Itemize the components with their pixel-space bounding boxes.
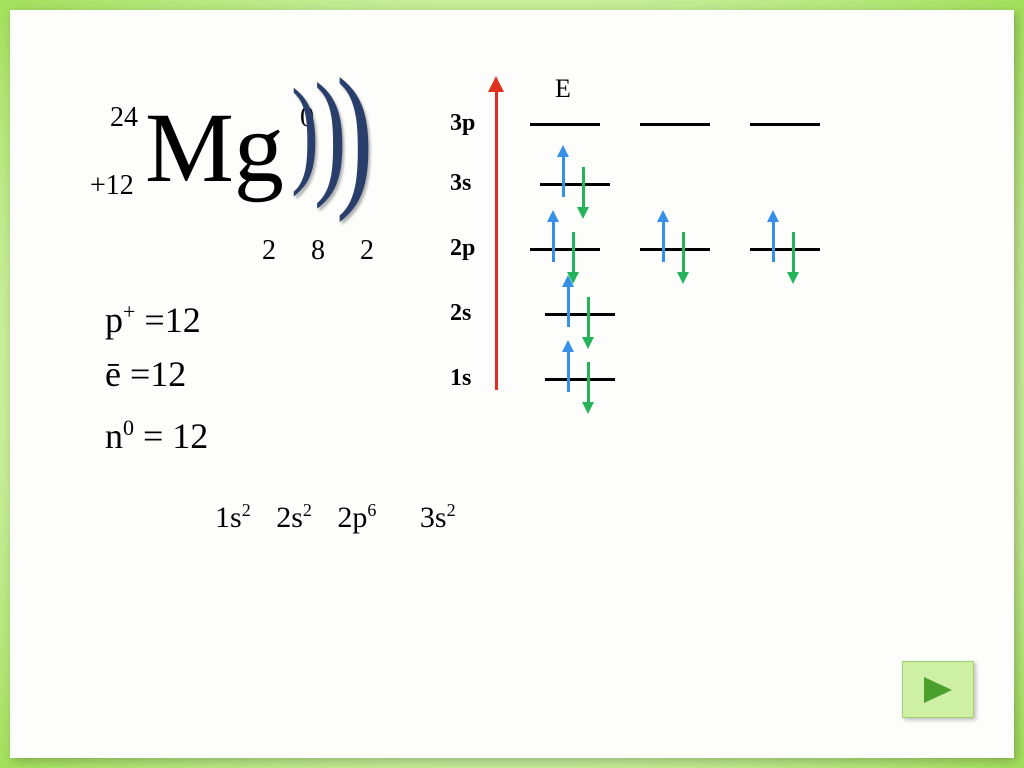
electron-spin-up-icon xyxy=(772,220,775,262)
electron-spin-down-icon xyxy=(792,232,795,274)
electron-spin-up-icon xyxy=(567,285,570,327)
electron-spin-down-icon xyxy=(572,232,575,274)
atomic-number: +12 xyxy=(90,170,134,202)
electron-spin-down-icon xyxy=(587,362,590,404)
orbital-label-2p: 2p xyxy=(450,235,475,262)
energy-axis xyxy=(495,90,498,390)
orbital-line xyxy=(530,248,600,251)
electron-spin-down-icon xyxy=(582,167,585,209)
orbital-line xyxy=(530,123,600,126)
orbital-label-3p: 3p xyxy=(450,110,475,137)
orbital-label-3s: 3s xyxy=(450,170,471,197)
electron-spin-up-icon xyxy=(562,155,565,197)
orbital-line xyxy=(540,183,610,186)
neutrons-row: n0 = 12 xyxy=(105,401,208,463)
orbital-line xyxy=(640,123,710,126)
energy-axis-label: E xyxy=(555,74,571,104)
electron-spin-down-icon xyxy=(587,297,590,339)
electron-config: 1s2 2s2 2p6 3s2 xyxy=(215,500,474,535)
element-symbol: Mg xyxy=(145,90,284,205)
electron-spin-up-icon xyxy=(552,220,555,262)
electrons-row: ē =12 xyxy=(105,347,208,401)
electron-spin-up-icon xyxy=(662,220,665,262)
shell-counts: 2 8 2 xyxy=(262,235,388,267)
play-icon xyxy=(920,675,956,705)
orbital-line xyxy=(750,123,820,126)
orbital-line xyxy=(750,248,820,251)
protons-row: p+ =12 xyxy=(105,285,208,347)
orbital-line xyxy=(545,378,615,381)
next-slide-button[interactable] xyxy=(902,661,974,718)
shell-arc-3: ) xyxy=(336,42,373,227)
electron-spin-down-icon xyxy=(682,232,685,274)
orbital-line xyxy=(640,248,710,251)
mass-number: 24 xyxy=(110,102,138,134)
electron-spin-up-icon xyxy=(567,350,570,392)
orbital-label-1s: 1s xyxy=(450,365,471,392)
content-area: Mg 24 +12 0 ) ) ) 2 8 2 p+ =12 ē =12 n0 … xyxy=(10,10,1014,758)
particle-counts: p+ =12 ē =12 n0 = 12 xyxy=(105,285,208,463)
slide-card: Mg 24 +12 0 ) ) ) 2 8 2 p+ =12 ē =12 n0 … xyxy=(10,10,1014,758)
orbital-label-2s: 2s xyxy=(450,300,471,327)
orbital-line xyxy=(545,313,615,316)
